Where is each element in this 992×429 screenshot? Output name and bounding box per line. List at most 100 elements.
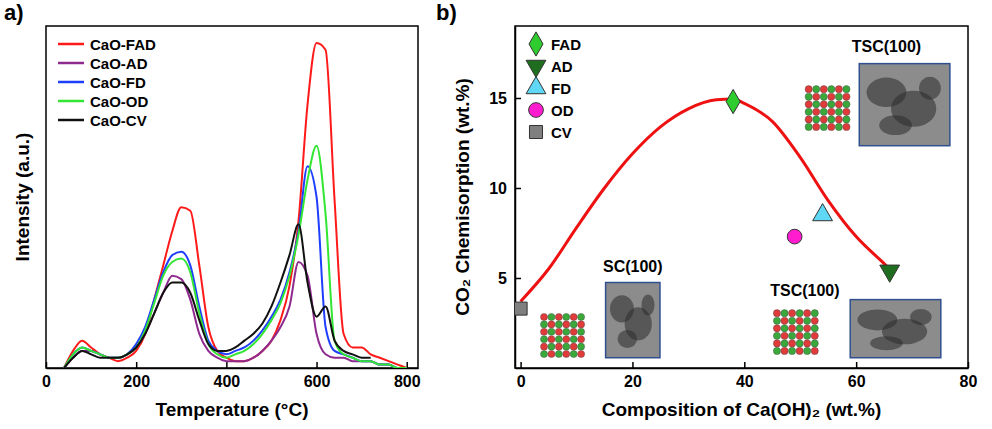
x-tick-label: 0 — [517, 373, 526, 390]
legend-entry: FD — [526, 77, 571, 97]
legend-label: FD — [551, 80, 571, 97]
atom — [781, 340, 788, 347]
y-tick-label: 15 — [489, 90, 507, 107]
atom — [563, 321, 570, 328]
y-axis-title: Intensity (a.u.) — [12, 133, 33, 262]
atom — [563, 328, 570, 335]
atom — [578, 350, 585, 357]
legend-label: CaO-FAD — [90, 36, 156, 53]
atom — [828, 101, 835, 108]
atom — [781, 332, 788, 339]
legend-label: AD — [551, 58, 573, 75]
legend-label: CaO-AD — [90, 55, 148, 72]
panel: 0200400600800CaO-FADCaO-ADCaO-FDCaO-ODCa… — [4, 0, 421, 420]
atom — [843, 101, 850, 108]
x-tick: 0 — [517, 362, 526, 390]
atom — [781, 310, 788, 317]
inset-image-particle — [879, 115, 912, 135]
atom — [813, 108, 820, 115]
x-tick-mark — [968, 362, 970, 368]
atom — [828, 123, 835, 130]
atom — [835, 108, 842, 115]
x-tick: 20 — [624, 362, 642, 390]
y-tick-label: 5 — [498, 270, 507, 287]
atom — [570, 336, 577, 343]
atom — [570, 350, 577, 357]
atom — [788, 340, 795, 347]
legend-swatch — [526, 77, 546, 94]
series-line — [64, 166, 407, 368]
atom — [811, 332, 818, 339]
y-tick-mark — [515, 278, 521, 280]
x-tick: 60 — [848, 362, 866, 390]
atom — [788, 347, 795, 354]
atom — [805, 123, 812, 130]
x-tick-label: 200 — [123, 373, 150, 390]
crystal-model — [805, 86, 850, 131]
atom — [773, 340, 780, 347]
atom — [796, 317, 803, 324]
legend-swatch — [58, 62, 84, 65]
atom — [540, 328, 547, 335]
legend-entry: CaO-AD — [58, 55, 148, 72]
atom — [555, 313, 562, 320]
x-tick-label: 600 — [304, 373, 331, 390]
atom — [828, 108, 835, 115]
inset-image — [850, 300, 941, 358]
atom — [555, 350, 562, 357]
legend-swatch — [58, 81, 84, 84]
atom — [843, 123, 850, 130]
x-tick: 600 — [304, 362, 331, 390]
x-axis-title: Composition of Ca(OH)₂ (wt.%) — [602, 399, 882, 420]
atom — [813, 101, 820, 108]
atom — [563, 313, 570, 320]
x-axis-line — [47, 368, 419, 370]
legend-swatch — [58, 100, 84, 103]
legend-swatch — [529, 125, 542, 138]
atom — [788, 310, 795, 317]
panel-label: b) — [436, 0, 457, 25]
x-tick-label: 60 — [848, 373, 866, 390]
atom — [843, 93, 850, 100]
atom — [773, 325, 780, 332]
atom — [540, 336, 547, 343]
inset-image — [859, 64, 950, 146]
atom — [781, 317, 788, 324]
atom — [555, 336, 562, 343]
atom — [828, 116, 835, 123]
inset-image-particle — [870, 336, 903, 350]
atom — [781, 347, 788, 354]
atom — [835, 101, 842, 108]
x-tick-label: 40 — [736, 373, 754, 390]
legend-label: CaO-CV — [90, 112, 147, 129]
atom — [578, 343, 585, 350]
x-tick: 400 — [214, 362, 241, 390]
series-line — [64, 146, 407, 368]
atom — [804, 317, 811, 324]
x-tick-label: 800 — [394, 373, 421, 390]
y-axis-line — [515, 27, 517, 369]
atom — [811, 347, 818, 354]
atom — [811, 325, 818, 332]
atom — [578, 328, 585, 335]
series-line — [64, 224, 371, 368]
atom — [555, 343, 562, 350]
y-tick-label: 10 — [489, 180, 507, 197]
legend-entry: CaO-OD — [58, 93, 149, 110]
atom — [540, 350, 547, 357]
atom — [843, 108, 850, 115]
atom — [773, 317, 780, 324]
atom — [820, 101, 827, 108]
x-tick-mark — [632, 362, 634, 368]
atom — [548, 336, 555, 343]
panel-label: a) — [4, 0, 24, 25]
atom — [804, 325, 811, 332]
y-tick: 15 — [489, 90, 521, 107]
atom — [811, 340, 818, 347]
inset-image-particle — [641, 295, 654, 316]
legend: CaO-FADCaO-ADCaO-FDCaO-ODCaO-CV — [58, 36, 156, 129]
inset-image-particle — [919, 77, 941, 100]
atom — [805, 101, 812, 108]
legend-label: FAD — [551, 36, 581, 53]
atom — [805, 116, 812, 123]
